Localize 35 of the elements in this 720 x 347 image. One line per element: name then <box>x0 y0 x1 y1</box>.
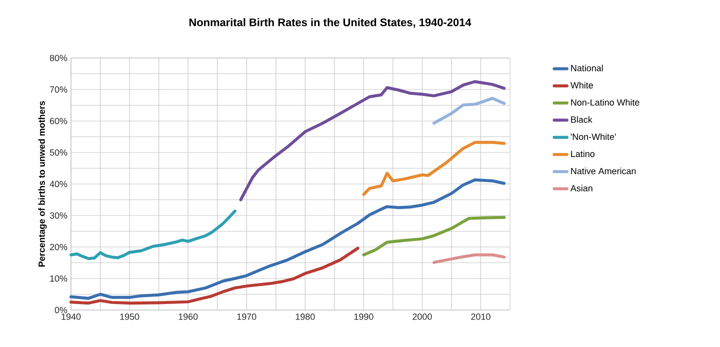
legend-label: National <box>571 64 603 72</box>
y-tick-label: 50% <box>50 149 68 156</box>
y-tick-label: 20% <box>50 244 68 250</box>
y-axis-title: Percentage of births to unwed mothers <box>38 101 47 267</box>
x-tick-label: 1990 <box>354 314 374 320</box>
legend-label: 'Non-White' <box>570 133 616 140</box>
legend-label: Black <box>571 116 592 123</box>
x-tick-label: 1970 <box>237 314 256 320</box>
x-tick-label: 1960 <box>178 314 198 320</box>
line-series <box>70 246 360 305</box>
x-tick-label: 1980 <box>296 314 315 320</box>
line-series <box>70 178 506 300</box>
line-series <box>362 140 506 196</box>
line-series <box>432 96 506 125</box>
x-tick-label: 2000 <box>412 314 432 320</box>
x-tick-label: 2010 <box>471 314 490 320</box>
y-tick-label: 80% <box>50 54 68 62</box>
line-series <box>239 80 506 202</box>
legend-label: Asian <box>570 184 592 192</box>
x-tick-label: 1950 <box>120 314 140 320</box>
legend-label: Non-Latino White <box>571 99 640 106</box>
x-tick-label: 1940 <box>62 314 81 320</box>
legend-label: Latino <box>571 150 594 158</box>
y-tick-label: 40% <box>50 180 68 188</box>
line-series <box>70 210 236 260</box>
chart-title: Nonmarital Birth Rates in the United States, 1940-2014 <box>189 18 472 28</box>
legend-label: White <box>570 82 593 88</box>
line-series <box>432 253 506 264</box>
y-tick-label: 70% <box>50 86 68 93</box>
y-tick-label: 10% <box>50 275 68 282</box>
line-series <box>362 216 506 256</box>
y-tick-label: 30% <box>50 212 68 219</box>
y-tick-label: 60% <box>50 118 68 124</box>
legend-label: Native American <box>571 168 636 174</box>
y-tick-label: 0% <box>54 306 68 314</box>
